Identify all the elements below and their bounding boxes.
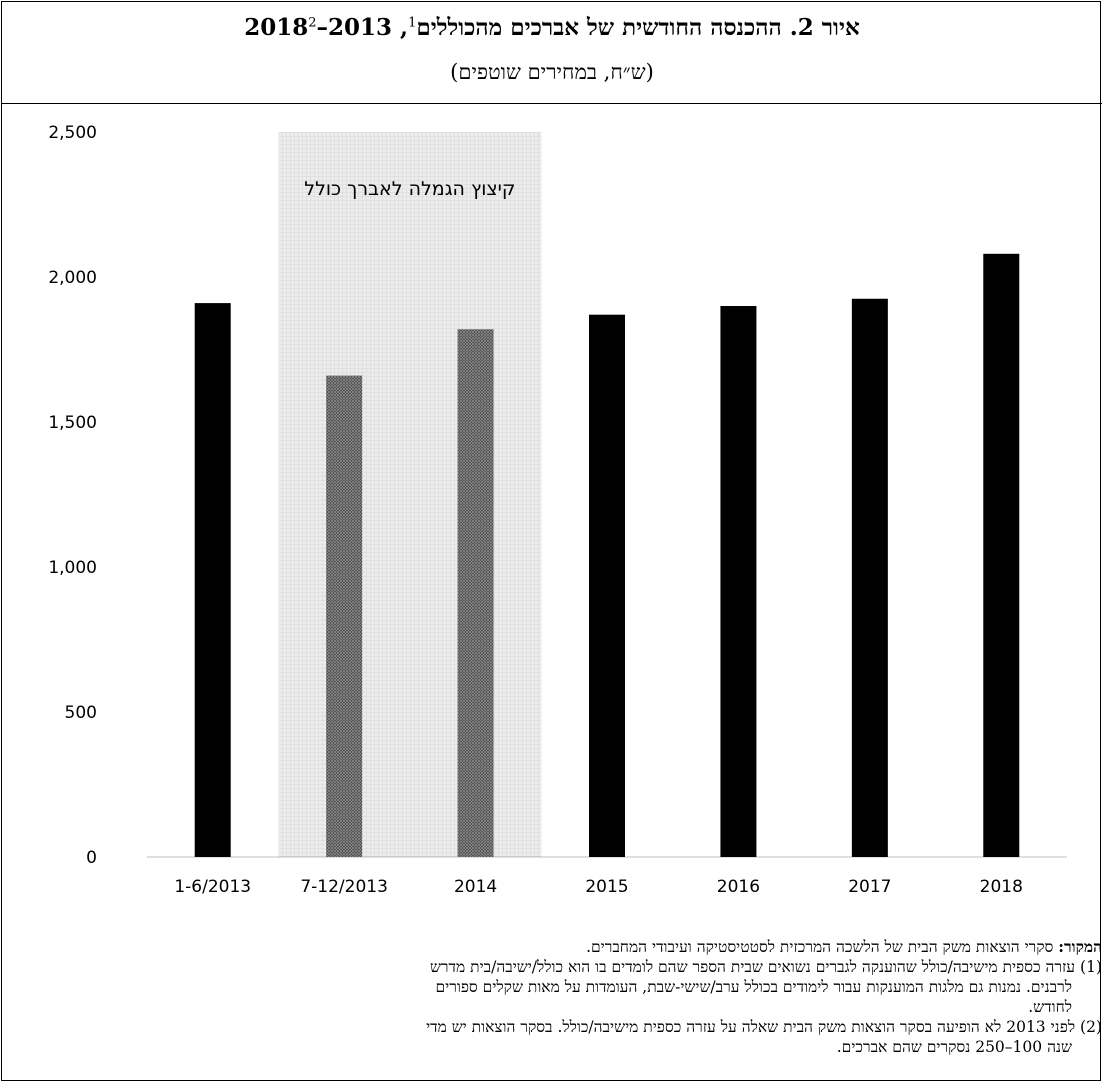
- bar-chart: קיצוץ הגמלה לאברך כולל 0 500 1,000 1,500 2,0…: [48, 123, 1067, 897]
- source-text: סקרי הוצאות משק הבית של הלשכה המרכזית לס…: [586, 938, 1059, 956]
- x-tick-label: 1-6/2013: [174, 877, 251, 897]
- footnote-marker-2: 2: [308, 15, 317, 31]
- y-tick-label: 0: [86, 848, 97, 868]
- chart-title: איור 2. ההכנסה החודשית של אברכים מהכוללי…: [2, 14, 1102, 41]
- y-tick-label: 1,500: [48, 413, 97, 433]
- bar: [326, 375, 363, 857]
- bar: [851, 298, 888, 857]
- chart-title-main: איור 2. ההכנסה החודשית של אברכים מהכוללי…: [416, 14, 860, 41]
- bar: [589, 314, 625, 857]
- x-tick-label: 2015: [585, 877, 628, 897]
- source-note: המקור: סקרי הוצאות משק הבית של הלשכה המר…: [8, 937, 1102, 957]
- footnote-1-line-2: לרבנים. נמנות גם מלגות המוענקות עבור לימ…: [435, 978, 1073, 996]
- x-tick-label: 2016: [717, 877, 760, 897]
- footnote-1-line-1: (1) עזרה כספית מישיבה/כולל שהוענקה לגברי…: [429, 958, 1102, 976]
- shaded-region: [278, 132, 542, 857]
- footnote-2-line-1: (2) לפני 2013 לא הופיעה בסקר הוצאות משק …: [426, 1018, 1102, 1036]
- y-tick-label: 500: [65, 703, 97, 723]
- bar: [457, 329, 494, 857]
- bar: [983, 253, 1020, 858]
- shaded-region-label: קיצוץ הגמלה לאברך כולל: [304, 178, 515, 200]
- chart-area: קיצוץ הגמלה לאברך כולל 0 500 1,000 1,500 2,0…: [2, 104, 1102, 934]
- footnote-marker-1: 1: [408, 15, 417, 31]
- chart-subtitle: (ש״ח, במחירים שוטפים): [450, 60, 654, 84]
- chart-title-years: , 2013–2018: [244, 14, 409, 41]
- y-tick-label: 1,000: [48, 558, 97, 578]
- footnote-2-line-2: שנה 100–250 נסקרים שהם אברכים.: [836, 1038, 1072, 1056]
- notes-section: המקור: סקרי הוצאות משק הבית של הלשכה המר…: [8, 937, 1102, 1057]
- x-tick-label: 7-12/2013: [300, 877, 388, 897]
- x-tick-label: 2014: [454, 877, 497, 897]
- y-tick-label: 2,500: [48, 123, 97, 143]
- source-label: המקור:: [1058, 937, 1102, 956]
- x-tick-label: 2017: [848, 877, 891, 897]
- footnote-1-line-3: לחודש.: [1028, 998, 1072, 1016]
- x-tick-label: 2018: [980, 877, 1023, 897]
- title-block: איור 2. ההכנסה החודשית של אברכים מהכוללי…: [2, 2, 1102, 104]
- bar: [720, 306, 757, 857]
- bar: [194, 303, 231, 858]
- y-tick-label: 2,000: [48, 268, 97, 288]
